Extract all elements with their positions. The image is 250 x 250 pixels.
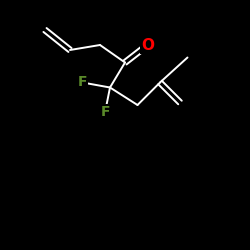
Text: F: F <box>100 106 110 120</box>
Text: O: O <box>141 38 154 52</box>
Text: F: F <box>78 76 87 90</box>
